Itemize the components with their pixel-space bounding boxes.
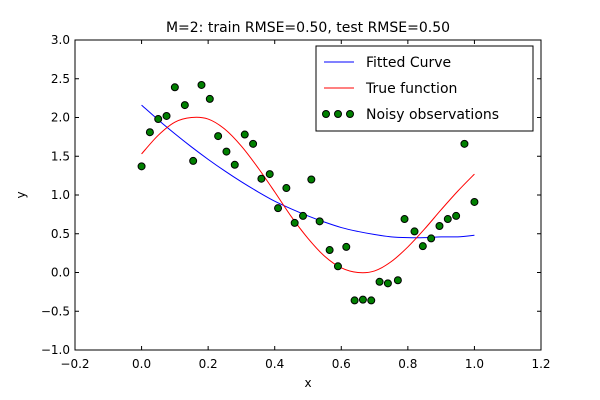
observation-point (189, 156, 198, 165)
y-tick-label: 2.0 (51, 111, 70, 125)
y-axis-label: y (14, 191, 28, 198)
plot-series (137, 80, 479, 305)
legend-swatch-noisy-observations (322, 110, 330, 118)
observation-point (470, 197, 479, 206)
y-tick-label: 0.0 (51, 266, 70, 280)
y-tick-label: −1.0 (41, 343, 70, 357)
observation-point (342, 242, 351, 251)
observation-point (460, 139, 469, 148)
y-tick-label: −0.5 (41, 304, 70, 318)
observation-point (435, 222, 444, 230)
x-tick-label: 1.0 (465, 357, 484, 371)
observation-point (180, 101, 189, 110)
fitted-curve-line (141, 104, 475, 239)
observation-point (358, 295, 367, 304)
legend-swatch-noisy-observations (334, 110, 342, 118)
observation-point (367, 296, 376, 305)
observation-point (443, 215, 452, 224)
chart-title: M=2: train RMSE=0.50, test RMSE=0.50 (166, 20, 450, 36)
observation-point (265, 170, 274, 179)
observation-point (274, 204, 283, 213)
true-function-line (141, 116, 475, 274)
x-axis-label: x (304, 376, 311, 390)
observation-point (214, 132, 223, 141)
observation-point (299, 211, 308, 220)
observation-point (393, 276, 402, 285)
observation-point (137, 162, 146, 171)
observation-point (145, 128, 154, 137)
observation-point (307, 175, 316, 184)
observation-point (290, 218, 299, 227)
x-tick-label: 0.2 (199, 357, 218, 371)
observation-point (383, 279, 392, 288)
observation-point (375, 277, 384, 286)
observation-point (257, 174, 266, 183)
observation-point (315, 217, 324, 226)
observation-point (350, 296, 359, 305)
observation-point (205, 94, 214, 103)
axis-ticks: −0.2 0.0 0.2 0.4 0.6 0.8 1.0 1.2 −1.0 −0.5 0.0 0.5 1… (41, 33, 551, 371)
x-tick-label: 0.6 (332, 357, 351, 371)
legend-label-noisy-observations: Noisy observations (366, 107, 499, 123)
observation-point (333, 262, 342, 271)
observation-point (427, 234, 436, 243)
y-tick-label: 3.0 (51, 33, 70, 47)
observation-point (410, 227, 419, 236)
observation-point (170, 83, 179, 92)
observation-point (452, 211, 461, 220)
y-tick-label: 1.5 (51, 149, 70, 163)
legend-label-fitted-curve: Fitted Curve (366, 55, 451, 71)
y-tick-label: 2.5 (51, 72, 70, 86)
observation-point (400, 215, 409, 224)
y-tick-label: 0.5 (51, 227, 70, 241)
observation-point (230, 160, 239, 169)
observation-point (222, 147, 231, 156)
x-tick-label: 0.0 (132, 357, 151, 371)
observation-point (249, 139, 258, 148)
plot-area (137, 80, 479, 305)
legend-swatch-noisy-observations (346, 110, 354, 118)
observation-point (240, 130, 249, 139)
legend-label-true-function: True function (365, 81, 457, 97)
observation-point (282, 184, 291, 193)
x-tick-label: 0.4 (265, 357, 284, 371)
x-tick-label: 1.2 (531, 357, 550, 371)
x-tick-label: 0.8 (398, 357, 417, 371)
observation-point (197, 80, 206, 89)
observation-point (418, 242, 427, 251)
x-tick-label: −0.2 (60, 357, 89, 371)
y-tick-label: 1.0 (51, 188, 70, 202)
observation-point (325, 246, 334, 255)
observation-point (162, 111, 171, 120)
observation-point (154, 115, 163, 124)
legend: Fitted Curve True function Noisy observati… (315, 45, 534, 132)
